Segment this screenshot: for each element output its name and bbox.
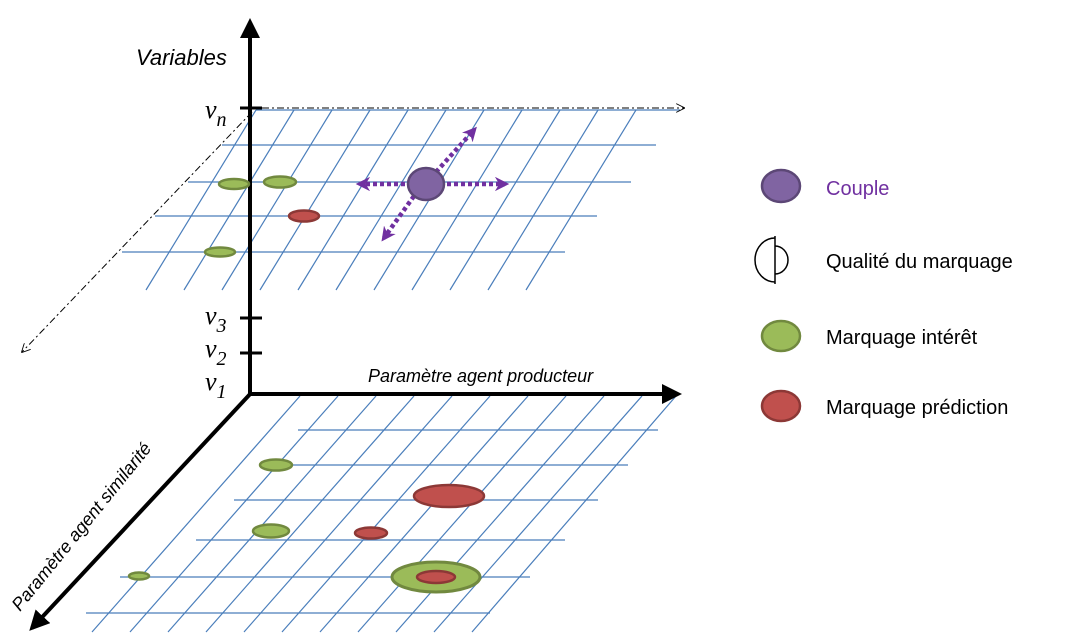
upper-grid-diagonal-lines (145, 109, 637, 291)
interest-marking (127, 571, 151, 581)
prediction-marking (287, 209, 321, 223)
couple-legend-icon (760, 168, 802, 204)
interest-marking (203, 246, 237, 258)
legend-label-quality: Qualité du marquage (826, 251, 1013, 273)
interest-marking (262, 175, 298, 189)
producer-axis-label: Paramètre agent producteur (368, 366, 594, 386)
lower-grid (86, 395, 677, 633)
interest-marking (217, 177, 251, 191)
similarity-axis (29, 390, 254, 631)
vn-diagonal-guide (22, 111, 253, 352)
couple-marker (406, 166, 446, 202)
interest-marking (258, 458, 294, 472)
tick-label-v2: v2 (205, 334, 227, 370)
legend-label-prediction: Marquage prédiction (826, 397, 1008, 419)
lower-grid-diagonal-lines (91, 395, 677, 633)
legend: Couple Qualité du marquage Marquage inté… (754, 168, 1013, 423)
couple-arrow-down (381, 194, 416, 242)
couple-with-arrows (355, 126, 510, 242)
tick-label-vn: vn (205, 95, 227, 131)
lower-grid-horizontal-lines (86, 429, 658, 614)
legend-item-quality: Qualité du marquage (754, 236, 1013, 284)
prediction-marking (353, 526, 389, 540)
couple-arrow-up (434, 126, 477, 174)
legend-label-couple: Couple (826, 178, 889, 200)
legend-label-interest: Marquage intérêt (826, 327, 978, 349)
legend-item-interest: Marquage intérêt (760, 319, 978, 353)
tick-label-v3: v3 (205, 301, 227, 337)
tick-label-v1: v1 (205, 367, 227, 403)
interest-marking (251, 523, 291, 539)
prediction-marking (412, 483, 486, 509)
axes (29, 18, 682, 631)
half-circle-icon (754, 236, 789, 284)
legend-item-couple: Couple (760, 168, 889, 204)
upper-grid (122, 109, 680, 291)
lower-markings (127, 458, 486, 594)
interest-legend-icon (760, 319, 802, 353)
prediction-marking (415, 569, 457, 585)
legend-item-prediction: Marquage prédiction (760, 389, 1008, 423)
guide-lines (22, 108, 684, 352)
similarity-axis-label: Paramètre agent similarité (8, 439, 156, 615)
variables-axis-label: Variables (136, 45, 227, 70)
upper-markings (203, 175, 321, 258)
variable-ticks (240, 106, 262, 355)
upper-grid-horizontal-lines (122, 109, 680, 253)
prediction-legend-icon (760, 389, 802, 423)
